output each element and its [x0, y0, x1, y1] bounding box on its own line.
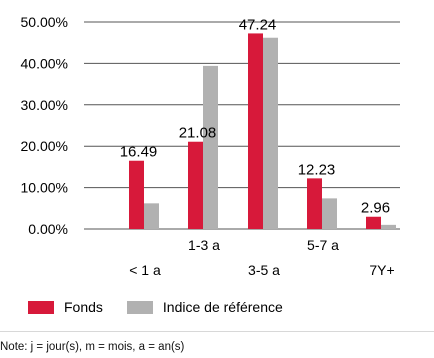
bar-fonds — [366, 216, 381, 229]
y-tick-label: 30.00% — [21, 97, 68, 113]
bar-chart: 0.00% 10.00% 20.00% 30.00% 40.00% 50.00% 16.4… — [21, 14, 400, 278]
x-tick-label: < 1 a — [129, 262, 161, 278]
bar-indice — [144, 203, 159, 229]
y-tick-label: 0.00% — [28, 221, 68, 237]
bar-indice — [203, 65, 218, 229]
x-axis-tick-labels: < 1 a 1-3 a 3-5 a 5-7 a 7Y+ — [129, 237, 394, 278]
legend-label-fonds: Fonds — [64, 299, 103, 315]
legend-swatch-indice — [126, 300, 153, 314]
bar-fonds — [129, 160, 144, 229]
legend-item-fonds: Fonds — [28, 299, 103, 315]
y-tick-label: 50.00% — [21, 14, 68, 30]
x-tick-label: 1-3 a — [188, 237, 220, 253]
bar-indice — [322, 198, 337, 229]
x-tick-label: 7Y+ — [369, 262, 394, 278]
data-label: 47.24 — [239, 16, 277, 33]
y-axis-tick-labels: 0.00% 10.00% 20.00% 30.00% 40.00% 50.00% — [21, 14, 68, 237]
y-tick-label: 40.00% — [21, 55, 68, 71]
bar-fonds — [307, 178, 322, 229]
data-label: 12.23 — [298, 161, 336, 178]
y-tick-label: 20.00% — [21, 138, 68, 154]
y-tick-label: 10.00% — [21, 180, 68, 196]
x-tick-label: 3-5 a — [248, 262, 280, 278]
data-label: 2.96 — [361, 200, 390, 217]
bar-indice — [263, 37, 278, 230]
legend: Fonds Indice de référence — [28, 299, 307, 315]
legend-item-indice: Indice de référence — [126, 299, 283, 315]
bar-fonds — [188, 141, 203, 229]
bar-fonds — [248, 33, 263, 230]
bar-indice — [381, 224, 396, 229]
footnote: Note: j = jour(s), m = mois, a = an(s) — [0, 341, 185, 353]
legend-swatch-fonds — [28, 300, 54, 314]
data-label: 21.08 — [179, 125, 217, 142]
divider — [0, 331, 434, 332]
x-tick-label: 5-7 a — [307, 237, 339, 253]
legend-label-indice: Indice de référence — [162, 299, 283, 315]
data-label: 16.49 — [120, 144, 158, 161]
data-labels: 16.49 21.08 47.24 12.23 2.96 — [120, 16, 390, 216]
bars — [129, 33, 396, 230]
